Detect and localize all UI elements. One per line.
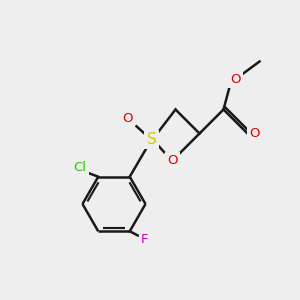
Text: Cl: Cl xyxy=(74,161,87,174)
Text: O: O xyxy=(249,127,260,140)
Text: O: O xyxy=(230,73,241,86)
Text: S: S xyxy=(147,132,156,147)
Text: F: F xyxy=(141,233,148,246)
Text: O: O xyxy=(122,112,133,125)
Text: O: O xyxy=(167,154,178,167)
